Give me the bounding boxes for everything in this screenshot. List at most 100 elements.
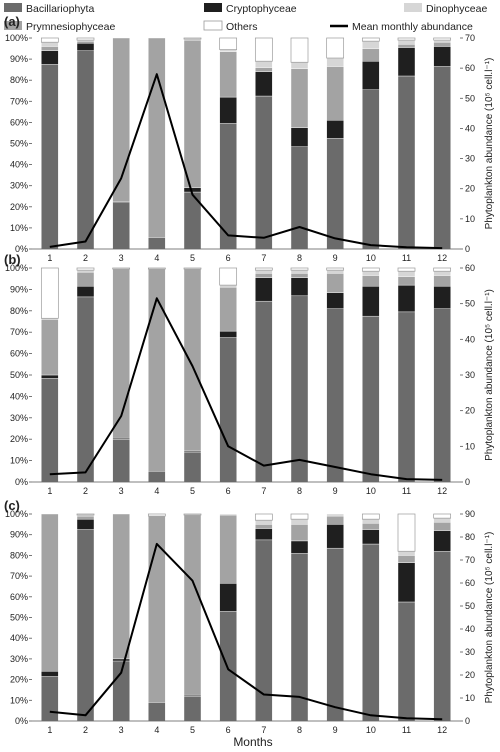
- y-tick-label: 10%: [10, 456, 28, 466]
- x-tick-label: 1: [47, 725, 52, 735]
- y2-tick-label: 90: [465, 509, 475, 519]
- bar-segment-prymnesiophyceae: [41, 46, 59, 51]
- bar-segment-cryptophyceae: [76, 43, 95, 51]
- bar-segment-others: [40, 37, 59, 43]
- y2-tick-label: 70: [465, 555, 475, 565]
- bar-segment-others: [326, 267, 345, 271]
- bar-segment-others: [219, 37, 238, 50]
- y-tick-label: 30%: [10, 181, 28, 191]
- y2-axis-label: Phytoplankton abundance (10⁵ cell.l⁻¹): [484, 289, 495, 461]
- bar-segment-prymnesiophyceae: [326, 66, 344, 121]
- y2-tick-label: 30: [465, 154, 475, 164]
- y-tick-label: 40%: [10, 391, 28, 401]
- panel-3: (c) 0% 10% 20% 30% 40% 50% 60% 70% 80% 90% 100% 0 10 2…: [4, 498, 495, 735]
- bar-segment-cryptophyceae: [326, 292, 344, 309]
- bar-segment-cryptophyceae: [362, 285, 380, 317]
- panel-label: (a): [4, 14, 20, 29]
- bar-segment-bacillariophyta: [397, 311, 416, 483]
- bar-segment-dinophyceae: [397, 39, 416, 45]
- bar-segment-prymnesiophyceae: [183, 268, 202, 452]
- bar-segment-bacillariophyta: [433, 66, 451, 250]
- bar-segment-cryptophyceae: [255, 277, 273, 302]
- x-tick-label: 5: [190, 486, 195, 496]
- bar-segment-prymnesiophyceae: [219, 514, 237, 584]
- bar-segment-prymnesiophyceae: [41, 513, 59, 672]
- bar-segment-cryptophyceae: [219, 96, 237, 124]
- x-tick-label: 8: [297, 253, 302, 263]
- bar-segment-bacillariophyta: [148, 237, 166, 250]
- bar-segment-cryptophyceae: [41, 50, 59, 65]
- y-tick-label: 20%: [10, 202, 28, 212]
- bar-segment-cryptophyceae: [41, 671, 59, 677]
- y2-tick-label: 60: [465, 63, 475, 73]
- bar-segment-others: [290, 37, 309, 63]
- legend-swatch: [4, 3, 22, 12]
- bar-segment-others: [76, 37, 95, 41]
- bar-segment-cryptophyceae: [362, 529, 380, 545]
- y2-tick-label: 10: [465, 693, 475, 703]
- bar-segment-bacillariophyta: [219, 337, 237, 483]
- bar-segment-dinophyceae: [397, 551, 416, 556]
- x-tick-label: 6: [226, 486, 231, 496]
- bar-segment-cryptophyceae: [112, 658, 130, 662]
- bar-segment-dinophyceae: [255, 61, 273, 68]
- bar-segment-bacillariophyta: [397, 601, 416, 722]
- bar-segment-others: [76, 513, 95, 516]
- bar-segment-others: [40, 267, 59, 319]
- bar-segment-cryptophyceae: [326, 120, 344, 139]
- abundance-line: [49, 297, 443, 481]
- bar-segment-dinophyceae: [326, 57, 344, 67]
- bar-segment-cryptophyceae: [397, 47, 416, 77]
- bar-segment-bacillariophyta: [219, 123, 237, 250]
- bar-segment-prymnesiophyceae: [112, 37, 130, 202]
- bar-segment-bacillariophyta: [326, 138, 344, 250]
- bar-segment-dinophyceae: [362, 518, 380, 524]
- legend-swatch: [4, 21, 22, 30]
- x-tick-label: 5: [190, 725, 195, 735]
- bar-segment-others: [183, 267, 202, 270]
- bar-segment-prymnesiophyceae: [255, 273, 273, 278]
- x-tick-label: 12: [437, 253, 447, 263]
- bar-segment-bacillariophyta: [41, 64, 59, 250]
- y2-tick-label: 10: [465, 214, 475, 224]
- y-tick-label: 80%: [10, 550, 28, 560]
- y2-tick-label: 10: [465, 441, 475, 451]
- bar-segment-bacillariophyta: [326, 308, 344, 483]
- legend: Bacillariophyta Cryptophyceae Dinophyceae P…: [4, 3, 487, 33]
- bar-segment-others: [147, 513, 166, 517]
- bar-segment-cryptophyceae: [290, 127, 309, 147]
- bar-segment-prymnesiophyceae: [76, 40, 95, 44]
- bar-segment-bacillariophyta: [290, 295, 309, 483]
- legend-label: Mean monthly abundance: [352, 21, 473, 33]
- bar-segment-dinophyceae: [326, 269, 344, 274]
- legend-item: Mean monthly abundance: [330, 21, 473, 33]
- bar-segment-prymnesiophyceae: [362, 48, 380, 62]
- legend-item: Dinophyceae: [404, 3, 487, 15]
- bar-segment-others: [397, 37, 416, 41]
- y-tick-label: 0%: [15, 477, 28, 487]
- y-tick-label: 0%: [15, 244, 28, 254]
- x-tick-label: 7: [261, 253, 266, 263]
- x-tick-label: 12: [437, 486, 447, 496]
- y2-tick-label: 0: [465, 716, 470, 726]
- bar-segment-prymnesiophyceae: [397, 555, 416, 563]
- y-tick-label: 50%: [10, 613, 28, 623]
- y-tick-label: 80%: [10, 75, 28, 85]
- legend-label: Others: [226, 21, 258, 33]
- y2-axis-label: Phytoplankton abundance (10⁵ cell.l⁻¹): [484, 532, 495, 704]
- x-tick-label: 3: [119, 725, 124, 735]
- bar-segment-dinophyceae: [290, 518, 309, 525]
- x-tick-label: 9: [333, 486, 338, 496]
- x-tick-label: 4: [154, 486, 159, 496]
- x-tick-label: 6: [226, 253, 231, 263]
- y-tick-label: 100%: [5, 33, 28, 43]
- bar-segment-dinophyceae: [255, 520, 273, 525]
- bar-segment-others: [112, 267, 131, 270]
- y-tick-label: 70%: [10, 571, 28, 581]
- y-tick-label: 60%: [10, 117, 28, 127]
- bar-segment-others: [254, 267, 273, 271]
- y2-tick-label: 40: [465, 334, 475, 344]
- bar-segment-others: [183, 513, 202, 516]
- y-tick-label: 60%: [10, 349, 28, 359]
- y2-tick-label: 20: [465, 406, 475, 416]
